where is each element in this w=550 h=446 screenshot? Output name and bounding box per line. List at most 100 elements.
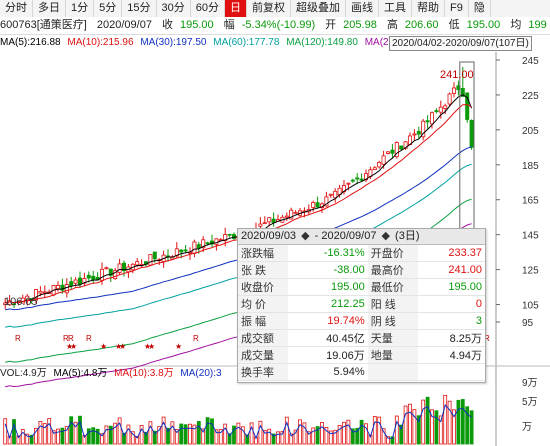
avg-value: 199: [528, 19, 547, 31]
candle-body: [267, 217, 272, 223]
volume-bar: [452, 409, 456, 445]
candle-body: [390, 149, 395, 154]
star-marker: ★: [100, 342, 107, 351]
toolbar-item-6[interactable]: 60分: [191, 0, 225, 17]
candle-body: [262, 222, 267, 225]
volume-bar: [223, 423, 228, 445]
price-tick-label: 225: [522, 91, 539, 102]
candle-body: [201, 239, 206, 249]
volume-bar: [258, 420, 263, 445]
popup-value: 233.37: [417, 245, 485, 262]
toolbar-item-5[interactable]: 30分: [157, 0, 191, 17]
candle-body: [34, 289, 39, 301]
volume-bar: [284, 416, 289, 445]
volume-bar: [104, 425, 109, 445]
popup-value: 19.74%: [288, 312, 368, 330]
volume-bar: [377, 416, 382, 445]
popup-value: 0: [417, 295, 485, 313]
candle-body: [91, 275, 96, 281]
volume-bar: [174, 429, 179, 445]
toolbar-item-12[interactable]: 帮助: [412, 0, 445, 17]
toolbar-item-1[interactable]: 多日: [33, 0, 66, 17]
candle-body: [271, 218, 276, 223]
popup-value: 3: [417, 312, 485, 330]
volume-bar: [355, 427, 360, 445]
popup-row: 成交量 19.06万 地量 4.94万: [238, 346, 485, 364]
volume-bar: [3, 418, 8, 445]
volume-bar: [29, 434, 34, 445]
candle-body: [443, 105, 448, 109]
volume-bar: [122, 432, 126, 445]
volume-bar: [298, 419, 302, 445]
r-marker: R: [193, 334, 199, 343]
volume-bar: [443, 394, 448, 445]
popup-label: 振 幅: [238, 312, 288, 330]
candle-body: [152, 251, 157, 260]
price-tick-label: 105: [522, 301, 539, 312]
volume-bar: [262, 430, 267, 445]
toolbar-item-2[interactable]: 1分: [66, 0, 95, 17]
ma30-legend: MA(30):197.50: [140, 37, 207, 48]
volume-bar: [161, 416, 166, 445]
close-value: 195.00: [180, 19, 214, 31]
candle-body: [324, 196, 329, 207]
candle-body: [394, 142, 399, 158]
volume-bar: [399, 424, 404, 445]
change-value: -5.34%(-10.99): [241, 19, 316, 31]
volume-bar: [135, 436, 140, 445]
quote-date: 2020/09/07: [96, 19, 152, 31]
candle-body: [135, 261, 140, 266]
price-tick-label: 165: [522, 196, 539, 207]
toolbar-item-9[interactable]: 超级叠加: [291, 0, 346, 17]
volume-bar: [205, 417, 210, 445]
popup-end-nav-icon[interactable]: ◆: [381, 230, 390, 242]
toolbar-item-3[interactable]: 5分: [94, 0, 123, 17]
toolbar-item-8[interactable]: 前复权: [247, 0, 291, 17]
popup-row: 涨跌幅 -16.31% 开盘价 233.37: [238, 245, 485, 262]
ma120-legend: MA(120):149.80: [286, 37, 358, 48]
toolbar-item-14[interactable]: 隐: [469, 0, 491, 17]
range-selection-label: 2020/04/02-2020/09/07(107日): [389, 36, 532, 51]
volume-bar: [460, 399, 465, 445]
toolbar-item-11[interactable]: 工具: [379, 0, 412, 17]
candle-body: [64, 284, 69, 294]
candle-body: [284, 215, 289, 218]
price-tick-label: 125: [522, 266, 539, 277]
candle-body: [231, 234, 236, 239]
candle-body: [214, 238, 219, 245]
vol-ma10: MA(10):3.8万: [114, 368, 174, 379]
volume-bar: [276, 431, 280, 445]
volume-bar: [34, 427, 38, 445]
candle-body: [333, 190, 338, 199]
volume-bar: [60, 427, 65, 445]
candle-body: [412, 133, 417, 136]
volume-bar: [372, 416, 377, 445]
volume-bar: [227, 433, 232, 445]
popup-start-nav-icon[interactable]: ◆: [301, 230, 310, 242]
candle-body: [469, 119, 474, 148]
volume-bar: [328, 430, 333, 445]
candle-body: [192, 241, 197, 254]
stock-code-name[interactable]: 600763[通策医疗]: [0, 19, 87, 31]
popup-value: 19.06万: [288, 346, 368, 364]
candle-body: [104, 267, 109, 270]
volume-bar: [91, 427, 96, 445]
volume-bar: [368, 434, 373, 445]
toolbar-item-13[interactable]: F9: [445, 0, 469, 17]
toolbar-item-10[interactable]: 画线: [346, 0, 379, 17]
volume-bar: [73, 421, 78, 445]
volume-bar: [271, 433, 276, 445]
toolbar-item-4[interactable]: 15分: [122, 0, 157, 17]
volume-bar: [333, 429, 338, 445]
volume-bar: [78, 415, 82, 445]
popup-label: 张 跌: [238, 261, 288, 279]
candle-body: [60, 284, 65, 291]
volume-bar: [456, 399, 461, 445]
toolbar-item-7[interactable]: 日: [225, 0, 247, 17]
toolbar-item-0[interactable]: 分时: [0, 0, 33, 17]
r-marker: R: [484, 334, 490, 343]
volume-bar: [267, 428, 272, 445]
candle-body: [196, 244, 201, 249]
low-value: 195.00: [466, 19, 501, 31]
volume-bar: [157, 426, 162, 445]
